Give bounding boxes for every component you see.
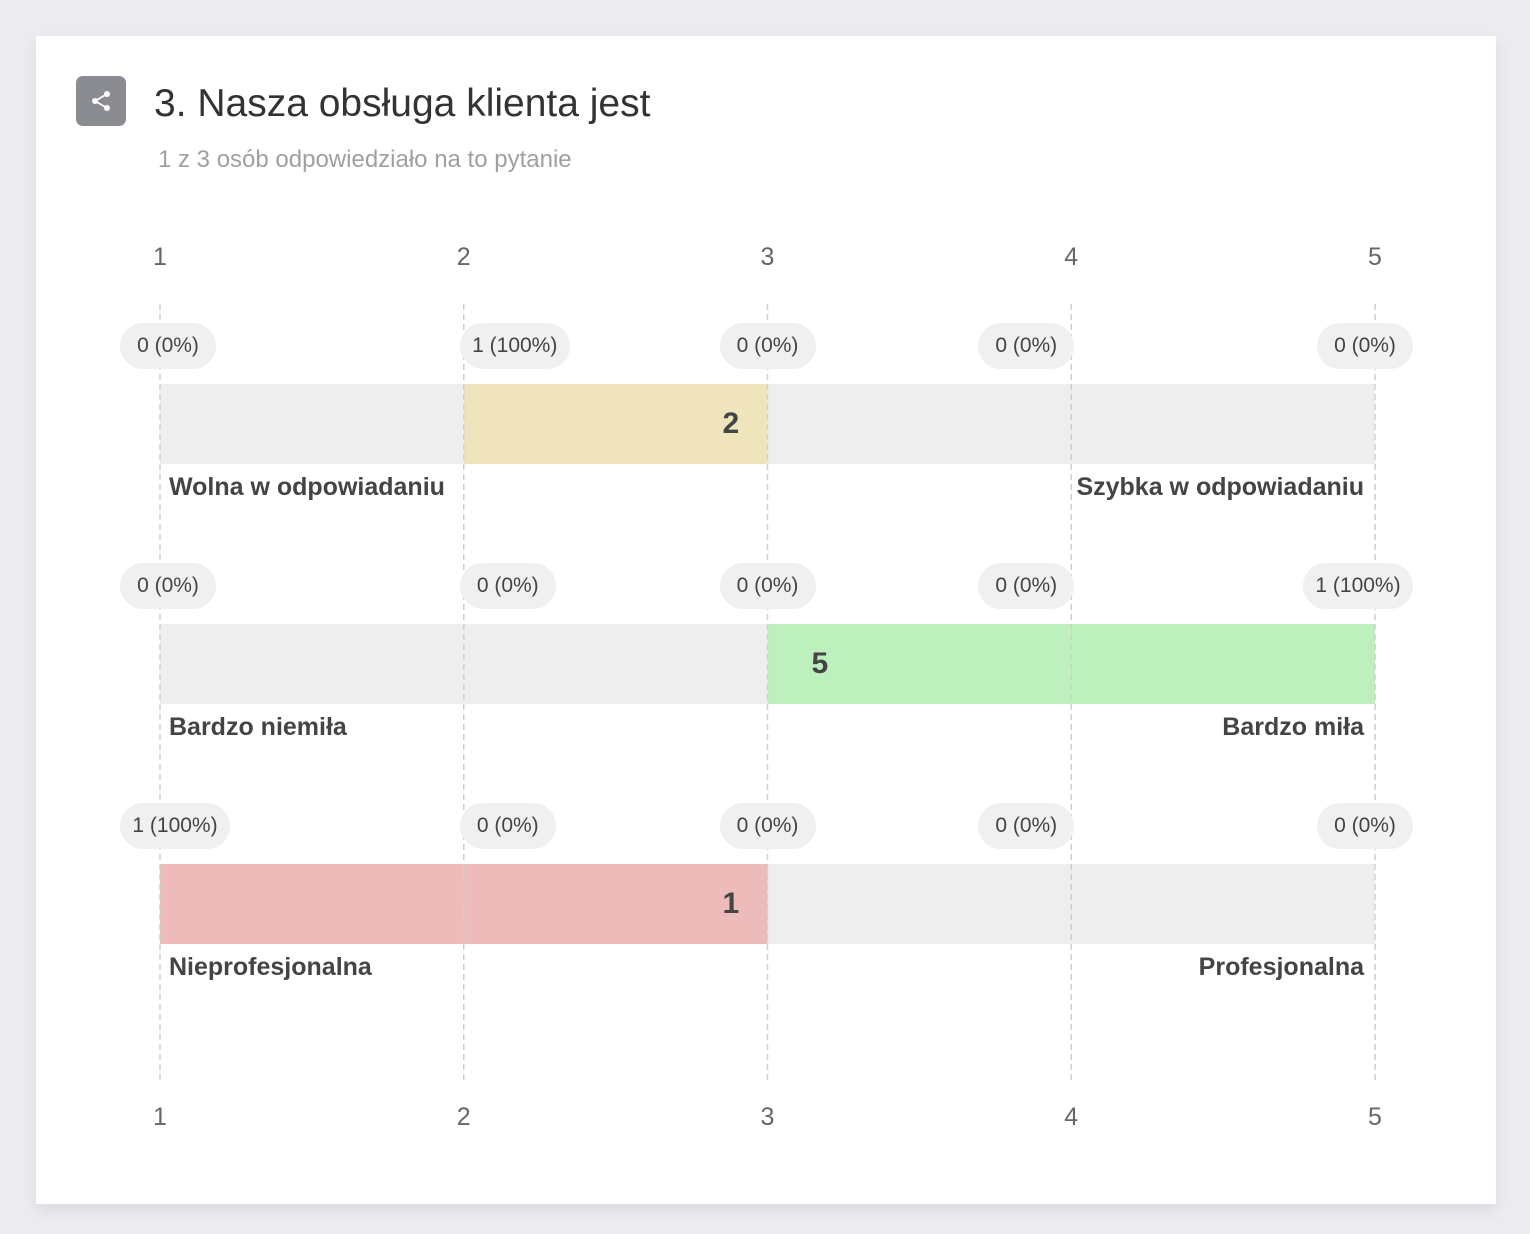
response-count-subtitle: 1 z 3 osób odpowiedziało na to pytanie [158, 146, 572, 173]
share-button[interactable] [76, 76, 126, 126]
response-count-pill: 0 (0%) [459, 563, 556, 609]
response-count-pill: 1 (100%) [459, 323, 570, 369]
scale-left-label: Nieprofesjonalna [169, 953, 372, 981]
response-count-pill: 0 (0%) [120, 323, 216, 369]
tick-label-top: 2 [456, 243, 471, 271]
response-count-pill: 0 (0%) [1317, 803, 1413, 849]
scale-right-label: Szybka w odpowiadaniu [1076, 473, 1364, 501]
response-count-pill: 1 (100%) [120, 803, 230, 849]
response-count-pill: 0 (0%) [978, 803, 1075, 849]
response-count-pill: 0 (0%) [719, 563, 816, 609]
response-count-pill: 0 (0%) [1317, 323, 1413, 369]
question-title: 3. Nasza obsługa klienta jest [154, 82, 651, 125]
scale-left-label: Wolna w odpowiadaniu [169, 473, 445, 501]
bar-value-fill [463, 384, 768, 464]
semantic-differential-chart: 1 1 2 2 3 3 4 4 5 5 0 (0%) 1 (100%) 0 (0%) 0 (0%) 0 (0… [36, 36, 1496, 1204]
response-count-pill: 1 (100%) [1303, 563, 1413, 609]
tick-label-bottom: 2 [456, 1103, 471, 1131]
tick-label-top: 5 [1368, 243, 1382, 271]
tick-label-top: 3 [760, 243, 775, 271]
tick-label-top: 1 [153, 243, 167, 271]
response-count-pill: 0 (0%) [459, 803, 556, 849]
response-count-pill: 0 (0%) [719, 803, 816, 849]
bar-value-label: 1 [722, 887, 740, 920]
tick-label-bottom: 4 [1064, 1103, 1079, 1131]
tick-label-bottom: 1 [153, 1103, 167, 1131]
tick-label-bottom: 5 [1368, 1103, 1382, 1131]
tick-label-top: 4 [1064, 243, 1079, 271]
response-count-pill: 0 (0%) [719, 323, 816, 369]
tick-label-bottom: 3 [760, 1103, 775, 1131]
response-count-pill: 0 (0%) [120, 563, 216, 609]
chart-grid [159, 304, 1376, 1084]
scale-right-label: Profesjonalna [1198, 953, 1364, 981]
response-count-pill: 0 (0%) [978, 323, 1075, 369]
scale-right-label: Bardzo miła [1222, 713, 1364, 741]
scale-left-label: Bardzo niemiła [169, 713, 347, 741]
bar-value-label: 2 [722, 407, 740, 440]
question-card: 3. Nasza obsługa klienta jest 1 z 3 osób… [36, 36, 1496, 1204]
response-count-pill: 0 (0%) [978, 563, 1075, 609]
bar-value-label: 5 [811, 647, 829, 680]
share-icon [92, 91, 110, 111]
